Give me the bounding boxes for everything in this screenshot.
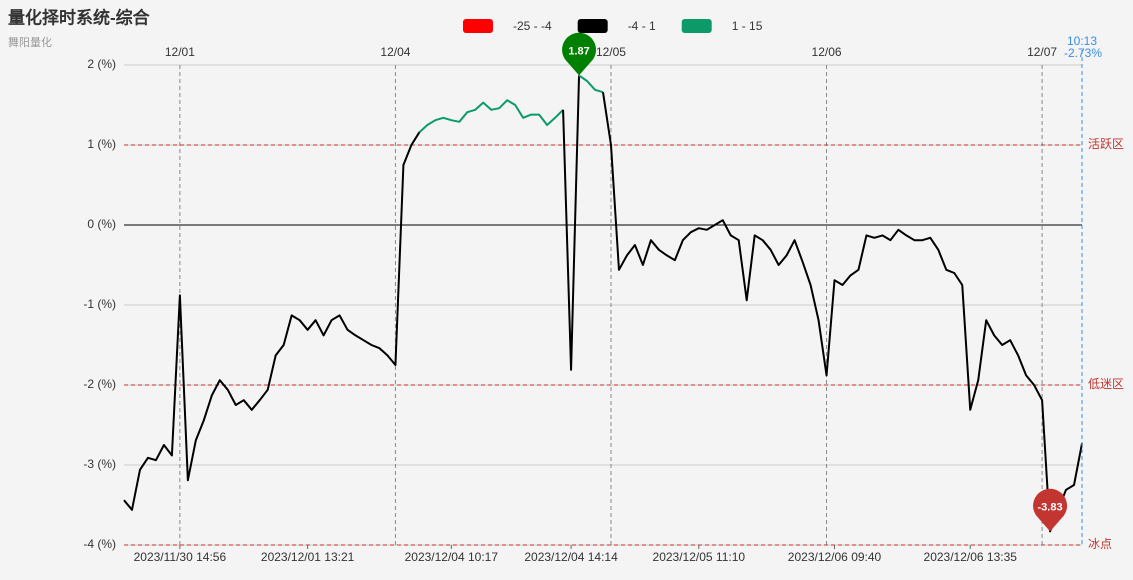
x2-tick-label: 12/01 (165, 45, 195, 59)
y-tick-label: -1 (%) (83, 297, 116, 311)
marker-label: 1.87 (568, 45, 589, 57)
mark-line-label: 冰点 (1088, 537, 1112, 551)
y-tick-label: 1 (%) (87, 137, 116, 151)
marker-pin (562, 32, 597, 76)
last-point-label: -2.73% (1064, 46, 1102, 60)
x-tick-label: 2023/12/06 13:35 (924, 550, 1018, 564)
legend-swatch[interactable] (681, 19, 712, 33)
line-segment (562, 75, 581, 371)
x-tick-label: 2023/12/04 14:14 (524, 550, 618, 564)
legend-label[interactable]: -25 - -4 (513, 19, 552, 33)
x2-tick-label: 12/06 (812, 45, 842, 59)
marker-label: -3.83 (1038, 501, 1063, 513)
legend-label[interactable]: -4 - 1 (628, 19, 656, 33)
line-segment (418, 99, 564, 133)
legend-label[interactable]: 1 - 15 (732, 19, 763, 33)
x-tick-label: 2023/12/05 11:10 (653, 550, 746, 564)
legend-swatch[interactable] (577, 19, 608, 33)
y-tick-label: 2 (%) (87, 57, 116, 71)
mark-line-label: 活跃区 (1088, 137, 1124, 151)
y-tick-label: -3 (%) (83, 457, 116, 471)
marker-pin (1033, 488, 1068, 532)
x2-tick-label: 12/04 (380, 45, 410, 59)
x-tick-label: 2023/12/01 13:21 (261, 550, 355, 564)
line-segment (602, 92, 1083, 533)
x2-tick-label: 12/07 (1027, 45, 1057, 59)
legend-swatch[interactable] (463, 19, 493, 33)
y-tick-label: -2 (%) (83, 377, 116, 391)
x-tick-label: 2023/12/04 10:17 (405, 550, 499, 564)
chart-title: 量化择时系统-综合 (8, 7, 151, 27)
x-tick-label: 2023/11/30 14:56 (134, 550, 227, 564)
y-tick-label: -4 (%) (83, 537, 116, 551)
x-tick-label: 2023/12/06 09:40 (788, 550, 882, 564)
line-segment (123, 131, 421, 511)
line-segment (578, 74, 604, 94)
mark-line-label: 低迷区 (1088, 377, 1124, 391)
x2-tick-label: 12/05 (596, 45, 626, 59)
y-tick-label: 0 (%) (87, 217, 116, 231)
chart-subtitle: 舞阳量化 (8, 35, 52, 49)
last-point-time: 10:13 (1067, 34, 1097, 48)
